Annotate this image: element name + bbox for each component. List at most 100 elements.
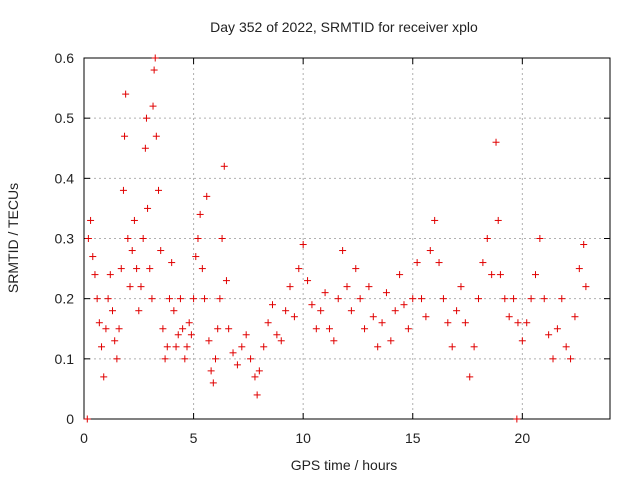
data-point	[290, 313, 298, 321]
y-tick-label: 0.5	[55, 110, 75, 126]
data-point	[133, 265, 141, 273]
data-point	[545, 331, 553, 339]
data-point	[233, 361, 241, 369]
data-point	[174, 331, 182, 339]
grid-lines	[84, 58, 610, 419]
tick-labels: 0 0.1 0.2 0.3 0.4 0.5 0.6 0 5 10 15 20	[55, 50, 531, 446]
data-point	[513, 415, 521, 423]
data-point	[135, 307, 143, 315]
data-point	[562, 343, 570, 351]
data-point	[185, 319, 193, 327]
y-axis-label: SRMTID / TECUs	[5, 183, 21, 293]
x-axis-label: GPS time / hours	[291, 457, 398, 473]
data-point	[260, 343, 268, 351]
data-point	[165, 295, 173, 303]
data-point	[198, 265, 206, 273]
x-tick-label: 10	[295, 430, 311, 446]
data-point	[192, 253, 200, 261]
data-point	[149, 102, 157, 110]
data-point	[196, 210, 204, 218]
data-point	[89, 253, 97, 261]
data-point	[205, 337, 213, 345]
data-point	[130, 216, 138, 224]
y-tick-label: 0.3	[55, 231, 75, 247]
data-point	[148, 295, 156, 303]
data-point	[457, 283, 465, 291]
data-point	[325, 325, 333, 333]
data-point	[183, 343, 191, 351]
data-point	[229, 349, 237, 357]
data-point	[168, 259, 176, 267]
data-point	[523, 319, 531, 327]
data-point	[431, 216, 439, 224]
data-point	[365, 283, 373, 291]
data-point	[172, 343, 180, 351]
data-point	[505, 313, 513, 321]
data-point	[181, 355, 189, 363]
data-point	[510, 295, 518, 303]
data-point	[479, 259, 487, 267]
data-point	[146, 265, 154, 273]
data-point	[179, 325, 187, 333]
data-point	[121, 132, 129, 140]
data-point	[139, 235, 147, 242]
data-point	[514, 319, 522, 327]
data-point	[207, 367, 215, 375]
data-point	[295, 265, 303, 273]
y-tick-label: 0.1	[55, 351, 75, 367]
y-tick-label: 0.4	[55, 170, 75, 186]
data-point	[108, 307, 116, 315]
data-point	[330, 337, 338, 345]
data-point	[575, 265, 583, 273]
data-point	[152, 132, 160, 140]
chart-title: Day 352 of 2022, SRMTID for receiver xpl…	[210, 19, 478, 35]
data-point	[119, 186, 127, 194]
data-point	[418, 295, 426, 303]
data-point	[91, 271, 99, 279]
data-point	[571, 313, 579, 321]
data-point	[448, 343, 456, 351]
data-point	[98, 343, 106, 351]
data-point	[299, 241, 307, 249]
data-point	[216, 295, 224, 303]
data-point	[201, 295, 209, 303]
data-point	[426, 247, 434, 255]
data-point	[104, 295, 112, 303]
data-point	[212, 355, 219, 363]
data-point	[558, 295, 566, 303]
data-point	[308, 301, 316, 309]
data-point	[251, 373, 259, 381]
data-point	[247, 355, 255, 363]
data-point	[268, 301, 276, 309]
data-point	[157, 247, 165, 255]
data-point	[238, 343, 246, 351]
data-point	[391, 307, 399, 315]
data-point	[435, 259, 443, 267]
data-point	[317, 307, 325, 315]
data-point	[155, 186, 163, 194]
data-point	[312, 325, 320, 333]
data-point	[374, 343, 382, 351]
data-point	[122, 90, 130, 98]
data-point	[100, 373, 108, 381]
data-point	[536, 235, 544, 242]
x-tick-label: 0	[80, 430, 88, 446]
data-point	[126, 283, 134, 291]
data-point	[128, 247, 136, 255]
x-tick-label: 5	[190, 430, 198, 446]
data-point	[396, 271, 404, 279]
data-point	[531, 271, 539, 279]
data-point	[339, 247, 347, 255]
data-point	[93, 295, 101, 303]
data-point	[387, 337, 395, 345]
data-point	[253, 391, 261, 399]
data-point	[518, 337, 526, 345]
data-point	[150, 66, 158, 74]
data-point	[124, 235, 132, 242]
data-point	[190, 295, 198, 303]
data-point	[286, 283, 294, 291]
data-point	[549, 355, 557, 363]
data-point	[144, 204, 152, 212]
data-point	[113, 355, 121, 363]
